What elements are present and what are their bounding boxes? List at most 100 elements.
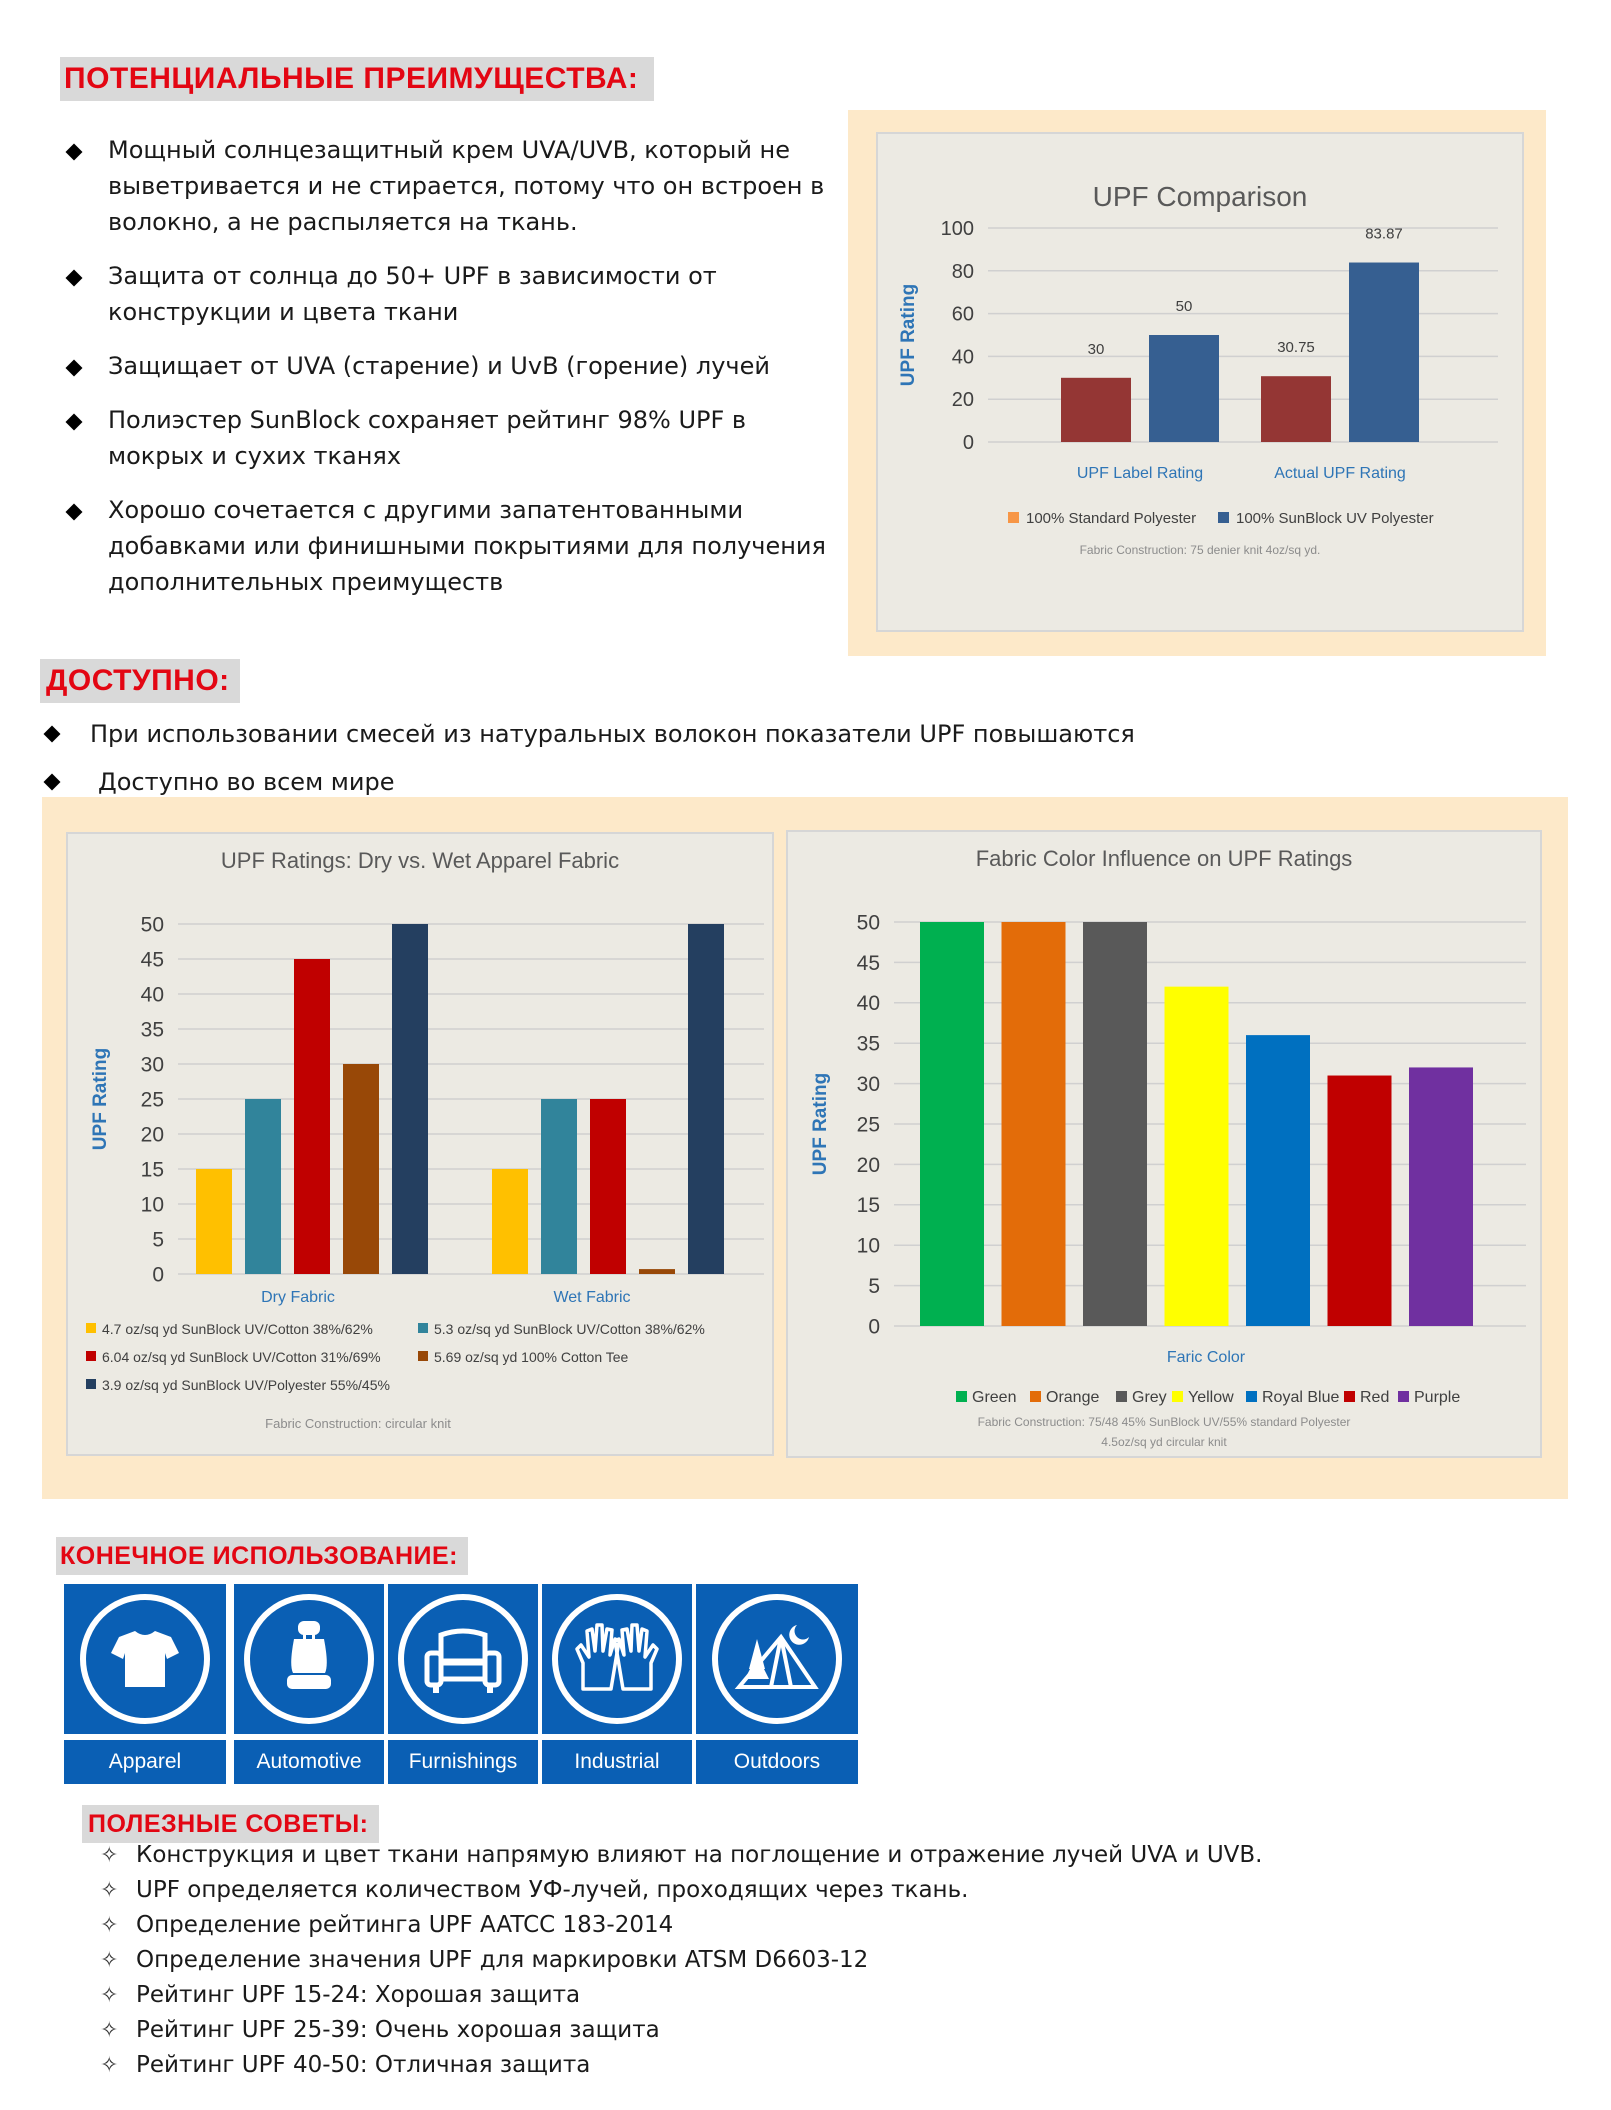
- end-use-heading: КОНЕЧНОЕ ИСПОЛЬЗОВАНИЕ:: [56, 1537, 468, 1575]
- available-heading: ДОСТУПНО:: [40, 659, 240, 703]
- y-tick-label: 100: [941, 218, 974, 240]
- tip-item: ✧ Рейтинг UPF 40-50: Отличная защита: [100, 2048, 1262, 2083]
- benefit-line: Хорошо сочетается с другими запатентован…: [108, 496, 744, 524]
- legend-label: Yellow: [1188, 1389, 1234, 1406]
- chart-note: Fabric Construction: 75/48 45% SunBlock …: [978, 1415, 1351, 1429]
- y-tick-label: 5: [868, 1275, 880, 1298]
- y-tick-label: 20: [141, 1123, 164, 1146]
- bar: [1001, 922, 1066, 1326]
- y-tick-label: 10: [141, 1193, 164, 1216]
- bar: [1327, 1075, 1392, 1326]
- upf-comparison-chart: UPF Comparison 0 20 40 60 80 100 UPF Rating 30 30…: [898, 181, 1498, 557]
- legend-swatch: [1172, 1391, 1183, 1402]
- benefit-item: Защита от солнца до 50+ UPF в зависимост…: [64, 258, 864, 330]
- y-axis-label: UPF Rating: [810, 1073, 831, 1175]
- diamond-bullet-icon: [65, 359, 83, 377]
- legend-swatch: [86, 1379, 96, 1389]
- end-use-label: Apparel: [64, 1740, 226, 1784]
- x-category-label: Actual UPF Rating: [1274, 465, 1406, 482]
- legend-swatch: [1030, 1391, 1041, 1402]
- legend-swatch: [86, 1351, 96, 1361]
- benefit-line: волокно, а не распыляется на ткань.: [108, 208, 578, 236]
- y-tick-label: 30: [857, 1073, 880, 1096]
- y-tick-label: 15: [857, 1194, 880, 1217]
- legend-swatch: [1218, 512, 1229, 523]
- bar: [639, 1269, 675, 1274]
- tips-list: ✧ Конструкция и цвет ткани напрямую влияю…: [100, 1838, 1262, 2083]
- end-use-label: Automotive: [234, 1740, 384, 1784]
- y-tick-label: 25: [857, 1113, 880, 1136]
- tip-text: UPF определяется количеством УФ-лучей, п…: [136, 1877, 969, 1903]
- benefits-heading: ПОТЕНЦИАЛЬНЫЕ ПРЕИМУЩЕСТВА:: [60, 57, 655, 101]
- chart-title: UPF Comparison: [1093, 181, 1308, 212]
- end-use-tile-automotive: [234, 1584, 384, 1734]
- available-list: При использовании смесей из натуральных …: [40, 710, 1600, 806]
- y-tick-label: 30: [141, 1053, 164, 1076]
- diamond-bullet-icon: [43, 725, 61, 743]
- color-influence-chart: Fabric Color Influence on UPF Ratings 0 5 1…: [810, 846, 1526, 1449]
- legend-label: Grey: [1132, 1389, 1167, 1406]
- y-tick-label: 45: [141, 948, 164, 971]
- legend-label: Red: [1360, 1389, 1389, 1406]
- y-tick-label: 40: [857, 992, 880, 1015]
- benefit-line: мокрых и сухих тканях: [108, 442, 402, 470]
- bar: [196, 1169, 232, 1274]
- y-tick-label: 35: [857, 1033, 880, 1056]
- data-label: 50: [1176, 298, 1193, 315]
- gloves-icon: [552, 1594, 682, 1724]
- chart-note: Fabric Construction: circular knit: [265, 1416, 451, 1431]
- legend-label: 5.69 oz/sq yd 100% Cotton Tee: [434, 1349, 629, 1365]
- legend-label: 6.04 oz/sq yd SunBlock UV/Cotton 31%/69%: [102, 1349, 381, 1365]
- tent-icon: [712, 1594, 842, 1724]
- x-category-label: UPF Label Rating: [1077, 465, 1203, 482]
- upf-comparison-card: UPF Comparison 0 20 40 60 80 100 UPF Rating 30 30…: [876, 132, 1524, 632]
- benefit-item: Хорошо сочетается с другими запатентован…: [64, 492, 864, 600]
- legend-swatch: [1344, 1391, 1355, 1402]
- legend-swatch: [86, 1323, 96, 1333]
- benefit-line: добавками или финишными покрытиями для п…: [108, 532, 826, 560]
- tip-text: Определение рейтинга UPF AATCC 183-2014: [136, 1912, 674, 1938]
- y-tick-label: 15: [141, 1158, 164, 1181]
- bar: [1061, 377, 1131, 442]
- legend-swatch: [956, 1391, 967, 1402]
- bar: [1164, 986, 1229, 1326]
- bar: [492, 1169, 528, 1274]
- color-influence-card: Fabric Color Influence on UPF Ratings 0 5 1…: [786, 830, 1542, 1458]
- y-tick-label: 20: [857, 1154, 880, 1177]
- dry-wet-card: UPF Ratings: Dry vs. Wet Apparel Fabric 0…: [66, 832, 774, 1456]
- legend-swatch: [418, 1323, 428, 1333]
- dry-wet-chart: UPF Ratings: Dry vs. Wet Apparel Fabric 0…: [86, 848, 764, 1431]
- y-tick-label: 0: [152, 1263, 164, 1286]
- y-tick-label: 50: [141, 913, 164, 936]
- available-text: Доступно во всем мире: [98, 768, 395, 796]
- tip-text: Рейтинг UPF 25-39: Очень хорошая защита: [136, 2017, 660, 2043]
- chart-note: 4.5oz/sq yd circular knit: [1101, 1435, 1227, 1449]
- legend-label: 100% SunBlock UV Polyester: [1236, 510, 1434, 527]
- benefit-line: конструкции и цвета ткани: [108, 298, 459, 326]
- diamond-bullet-icon: [43, 773, 61, 791]
- end-use-tile-apparel: [64, 1584, 226, 1734]
- four-point-star-icon: ✧: [100, 2018, 119, 2043]
- four-point-star-icon: ✧: [100, 2053, 119, 2078]
- end-use-tile-industrial: [542, 1584, 692, 1734]
- data-label: 83.87: [1365, 226, 1403, 243]
- available-item: Доступно во всем мире: [40, 758, 1600, 806]
- four-point-star-icon: ✧: [100, 1878, 119, 1903]
- tip-text: Рейтинг UPF 40-50: Отличная защита: [136, 2052, 591, 2078]
- benefit-line: выветривается и не стирается, потому что…: [108, 172, 825, 200]
- legend-label: 3.9 oz/sq yd SunBlock UV/Polyester 55%/4…: [102, 1377, 390, 1393]
- chart-note: Fabric Construction: 75 denier knit 4oz/…: [1080, 543, 1321, 557]
- bar: [1409, 1067, 1473, 1326]
- diamond-bullet-icon: [65, 503, 83, 521]
- y-tick-label: 0: [963, 432, 974, 454]
- diamond-bullet-icon: [65, 269, 83, 287]
- bar: [1083, 922, 1147, 1326]
- end-use-tile-furnishings: [388, 1584, 538, 1734]
- legend-label: 4.7 oz/sq yd SunBlock UV/Cotton 38%/62%: [102, 1321, 373, 1337]
- tip-item: ✧ Рейтинг UPF 25-39: Очень хорошая защита: [100, 2013, 1262, 2048]
- y-tick-label: 40: [952, 346, 974, 368]
- benefits-list: Мощный солнцезащитный крем UVA/UVB, кото…: [64, 132, 864, 600]
- armchair-icon: [398, 1594, 528, 1724]
- tip-text: Рейтинг UPF 15-24: Хорошая защита: [136, 1982, 581, 2008]
- bar: [245, 1099, 281, 1274]
